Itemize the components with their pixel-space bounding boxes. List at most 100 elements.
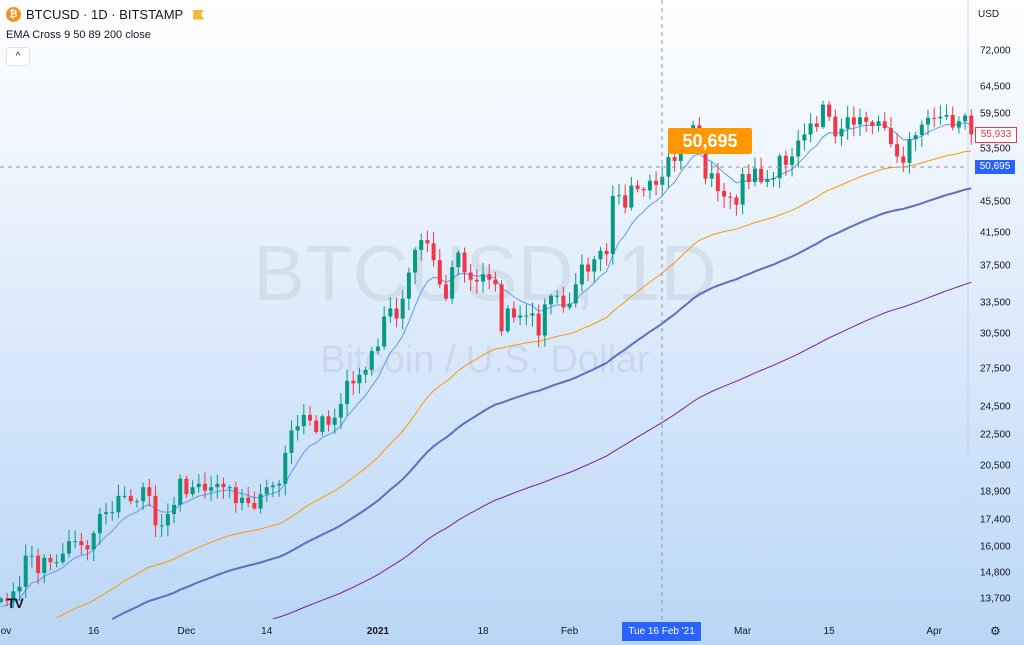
candle <box>54 554 59 568</box>
candle-body <box>301 414 306 427</box>
candle <box>338 393 343 429</box>
candle-body <box>97 514 102 534</box>
candle-body <box>227 487 232 489</box>
y-tick-label: 27,500 <box>980 363 1011 375</box>
candle-body <box>394 308 399 319</box>
candle <box>246 486 251 508</box>
candle <box>196 474 201 493</box>
candle <box>165 503 170 537</box>
chevron-up-icon[interactable]: ^ <box>6 47 30 66</box>
candle <box>487 263 492 290</box>
candle-body <box>641 188 646 191</box>
candle <box>0 596 3 604</box>
candle-body <box>555 295 560 297</box>
candle <box>240 488 245 511</box>
candle-body <box>709 173 714 179</box>
watermark-symbol: BTCUSD, 1D <box>253 229 717 317</box>
candle-body <box>42 557 47 574</box>
candle <box>116 484 121 519</box>
candle-body <box>456 252 461 268</box>
candle <box>561 286 566 313</box>
candle <box>790 147 795 177</box>
candle-body <box>209 487 214 491</box>
tradingview-logo[interactable]: TV <box>7 595 24 611</box>
flag-icon[interactable] <box>193 9 205 20</box>
candle <box>413 247 418 285</box>
candle-body <box>11 591 16 601</box>
price-tooltip: 50,695 <box>668 128 752 154</box>
candle-body <box>740 173 745 205</box>
candle-body <box>814 123 819 127</box>
candle-body <box>419 240 424 250</box>
candle <box>345 369 350 416</box>
symbol-header[interactable]: ₿ BTCUSD · 1D · BITSTAMP <box>6 7 205 22</box>
candle <box>308 406 312 426</box>
candle <box>11 582 16 609</box>
candle-body <box>833 116 838 137</box>
candle <box>122 486 127 500</box>
candle-body <box>363 369 368 375</box>
candle-body <box>926 117 930 125</box>
y-tick-label: 37,500 <box>980 260 1011 272</box>
candle-body <box>820 104 825 127</box>
indicator-legend[interactable]: EMA Cross 9 50 89 200 close <box>6 29 151 41</box>
candle-body <box>505 308 510 332</box>
candle-body <box>493 279 498 285</box>
ema-89-line <box>111 187 972 620</box>
x-tick-label: ov <box>0 626 12 637</box>
candle-body <box>0 598 3 602</box>
candle <box>555 290 560 304</box>
candle-body <box>783 155 788 165</box>
candle-body <box>326 416 331 425</box>
y-tick-label: 41,500 <box>980 227 1011 239</box>
candle <box>462 247 467 283</box>
candle <box>388 297 393 323</box>
candle-body <box>332 417 337 425</box>
ema-9-line <box>0 121 972 607</box>
currency-label[interactable]: USD <box>978 9 1000 20</box>
candle-body <box>289 430 294 453</box>
y-tick-label: 16,000 <box>980 541 1011 553</box>
y-tick-label: 30,500 <box>980 328 1011 340</box>
candle <box>765 170 770 188</box>
candle-body <box>283 452 288 484</box>
candle-body <box>888 128 893 145</box>
candle <box>406 267 411 311</box>
candle-body <box>901 156 906 163</box>
candle-body <box>956 121 961 128</box>
candle <box>110 501 115 521</box>
candle-body <box>462 252 467 273</box>
candle <box>845 105 850 140</box>
candle <box>858 108 863 137</box>
candle-body <box>165 514 170 526</box>
candle-body <box>586 264 591 272</box>
candle-body <box>141 487 146 502</box>
candle-body <box>752 168 757 183</box>
candle <box>783 150 788 177</box>
candle <box>252 491 257 511</box>
candle-body <box>413 249 418 273</box>
candle-body <box>252 503 257 509</box>
candle-body <box>746 173 751 183</box>
candle-body <box>221 483 226 488</box>
candle-body <box>715 173 720 192</box>
candle <box>5 592 10 606</box>
candle <box>314 415 319 435</box>
x-tick-label: Apr <box>926 626 942 637</box>
candle-body <box>153 495 158 526</box>
candle-body <box>796 140 801 157</box>
candle <box>159 514 164 538</box>
settings-gear-icon[interactable]: ⚙ <box>990 624 1001 638</box>
candle <box>178 474 183 512</box>
candle-body <box>215 483 220 488</box>
candle <box>320 414 325 437</box>
candle <box>728 192 733 210</box>
candle <box>147 478 152 507</box>
candle <box>431 232 436 267</box>
y-tick-label: 72,000 <box>980 45 1011 57</box>
candle <box>963 113 968 130</box>
candle-body <box>728 196 733 198</box>
candle <box>901 146 906 172</box>
symbol-title: BTCUSD · 1D · BITSTAMP <box>26 7 184 22</box>
